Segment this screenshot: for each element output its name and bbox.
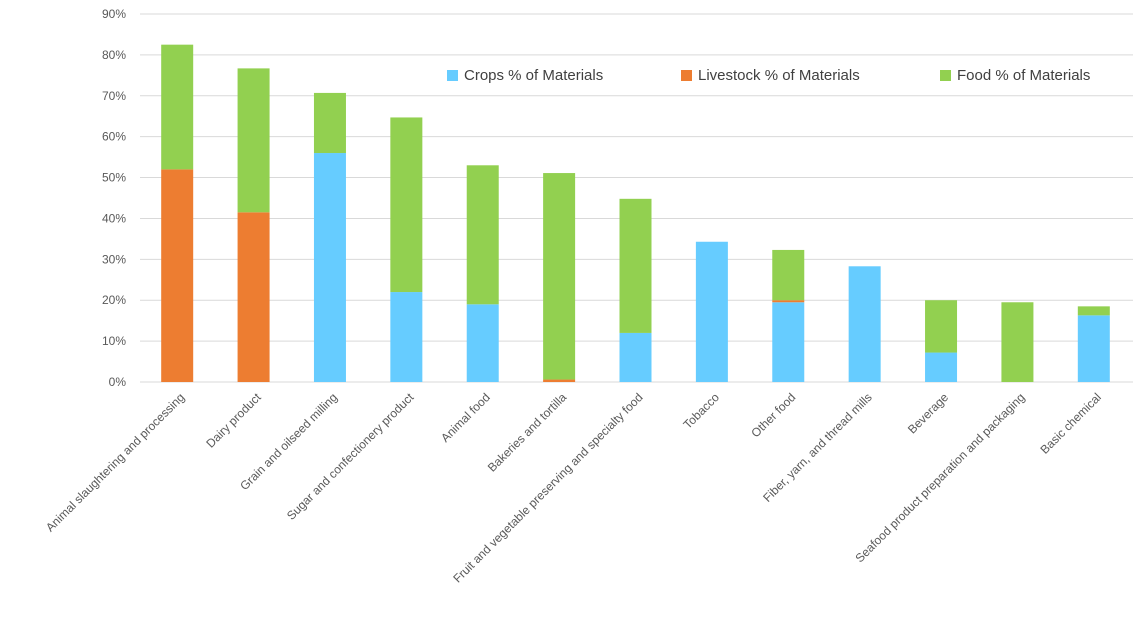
x-category-label: Animal slaughtering and processing <box>43 390 187 534</box>
bar-segment-livestock <box>161 169 194 382</box>
bar-segment-food <box>390 117 423 293</box>
bar-segment-food <box>925 300 958 353</box>
y-tick-label: 30% <box>102 252 126 266</box>
bar-segment-crops <box>772 302 805 382</box>
bar-segment-food <box>237 68 270 213</box>
legend: Crops % of Materials Livestock % of Mater… <box>447 67 1090 84</box>
x-category-label: Basic chemical <box>1037 390 1103 456</box>
bar-segment-crops <box>1077 315 1110 382</box>
bar-segment-crops <box>925 352 958 382</box>
y-tick-label: 40% <box>102 211 126 225</box>
x-category-label: Seafood product preparation and packagin… <box>853 390 1028 565</box>
bar-segment-livestock <box>772 300 805 303</box>
bar-segment-crops <box>466 304 499 382</box>
x-category-label: Tobacco <box>680 390 722 432</box>
bar-segment-food <box>313 92 346 154</box>
bar-segment-food <box>466 165 499 305</box>
y-tick-label: 0% <box>109 375 127 389</box>
bar-segment-food <box>619 198 652 333</box>
legend-swatch <box>940 70 951 81</box>
x-axis-category-labels: Animal slaughtering and processing Dairy … <box>43 390 1104 586</box>
bar-segment-crops <box>619 332 652 382</box>
x-category-label: Beverage <box>905 390 951 436</box>
y-tick-label: 90% <box>102 7 126 21</box>
y-tick-label: 70% <box>102 89 126 103</box>
x-category-label: Other food <box>748 390 798 440</box>
legend-swatch <box>447 70 458 81</box>
bar-segment-food <box>772 249 805 301</box>
x-category-label: Bakeries and tortilla <box>485 390 570 475</box>
bar-segment-livestock <box>543 379 576 382</box>
x-category-label: Dairy product <box>203 390 264 451</box>
y-tick-label: 50% <box>102 171 126 185</box>
legend-label: Crops % of Materials <box>464 67 603 84</box>
y-tick-label: 80% <box>102 48 126 62</box>
bar-segment-livestock <box>237 212 270 382</box>
bar-segment-food <box>161 44 194 170</box>
bars <box>161 44 1110 382</box>
bar-segment-food <box>543 173 576 380</box>
bar-segment-crops <box>848 266 881 382</box>
y-tick-label: 60% <box>102 130 126 144</box>
bar-segment-food <box>1077 306 1110 316</box>
bar-segment-crops <box>313 153 346 382</box>
legend-label: Livestock % of Materials <box>698 67 860 84</box>
y-axis-tick-labels: 0% 10% 20% 30% 40% 50% 60% 70% 80% 90% <box>102 7 126 389</box>
x-category-label: Sugar and confectionery product <box>284 390 417 523</box>
y-tick-label: 10% <box>102 334 126 348</box>
bar-segment-crops <box>390 292 423 382</box>
y-tick-label: 20% <box>102 293 126 307</box>
legend-swatch <box>681 70 692 81</box>
x-category-label: Animal food <box>438 390 493 445</box>
legend-label: Food % of Materials <box>957 67 1090 84</box>
bar-segment-food <box>1001 302 1034 382</box>
bar-segment-crops <box>695 241 728 382</box>
